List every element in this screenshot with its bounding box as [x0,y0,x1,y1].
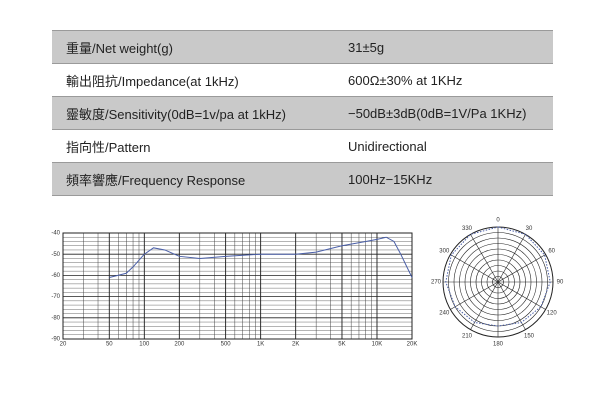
x-tick-label: 100 [139,342,150,348]
spec-value: 31±5g [334,30,553,64]
x-tick-label: 2K [292,342,299,348]
spec-value: 600Ω±30% at 1KHz [334,63,553,97]
spec-value: 100Hz−15KHz [334,162,553,196]
spec-row: 輸出阻抗/Impedance(at 1kHz) 600Ω±30% at 1KHz [52,63,553,97]
angle-label: 120 [547,311,558,317]
spoke [470,281,499,330]
angle-label: 30 [526,226,533,232]
spoke [497,281,546,310]
spec-label: 輸出阻抗/Impedance(at 1kHz) [52,63,334,97]
angle-label: 240 [439,311,450,317]
angle-label: 0 [496,218,500,224]
spec-row: 靈敏度/Sensitivity(0dB=1v/pa at 1kHz) −50dB±… [52,96,553,130]
spec-row: 頻率響應/Frequency Response 100Hz−15KHz [52,162,553,196]
spoke [497,234,526,283]
spec-label: 靈敏度/Sensitivity(0dB=1v/pa at 1kHz) [52,96,334,130]
spec-value: Unidirectional [334,129,553,163]
angle-label: 150 [524,333,535,339]
spec-row: 重量/Net weight(g) 31±5g [52,30,553,64]
x-tick-label: 500 [221,342,232,348]
x-tick-label: 20K [407,342,418,348]
spec-label: 指向性/Pattern [52,129,334,163]
angle-label: 270 [431,280,442,286]
y-tick-label: -70 [51,294,60,300]
response-line [109,236,413,279]
spec-label: 頻率響應/Frequency Response [52,162,334,196]
spoke [497,254,546,283]
angle-label: 60 [548,249,555,255]
angle-label: 300 [439,249,450,255]
x-tick-label: 200 [174,342,185,348]
angle-label: 330 [462,226,473,232]
spec-row: 指向性/Pattern Unidirectional [52,129,553,163]
spec-value: −50dB±3dB(0dB=1V/Pa 1KHz) [334,96,553,130]
pattern-line [445,226,551,327]
x-tick-label: 50 [106,342,113,348]
angle-label: 180 [493,342,504,348]
spoke [450,254,499,283]
angle-label: 90 [557,280,564,286]
y-tick-label: -90 [51,337,60,343]
y-tick-label: -40 [51,231,60,237]
spec-table: 重量/Net weight(g) 31±5g 輸出阻抗/Impedance(at … [52,30,553,196]
x-tick-label: 5K [338,342,345,348]
y-tick-label: -60 [51,273,60,279]
angle-label: 210 [462,333,473,339]
spoke [497,281,526,330]
x-tick-label: 20 [60,342,67,348]
y-tick-label: -80 [51,315,60,321]
y-tick-label: -50 [51,252,60,258]
spoke [450,281,499,310]
x-tick-label: 1K [257,342,264,348]
spoke [470,234,499,283]
x-tick-label: 10K [372,342,383,348]
plot-frame [62,232,413,340]
spec-label: 重量/Net weight(g) [52,30,334,64]
